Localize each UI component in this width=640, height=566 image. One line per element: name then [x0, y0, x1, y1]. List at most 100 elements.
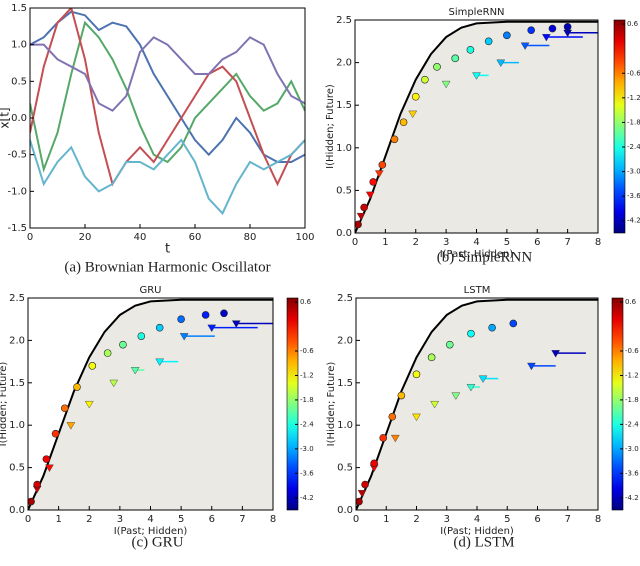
- circle-point: [466, 46, 475, 54]
- colorbar-tick-label: -0.6: [627, 69, 640, 77]
- triangle-point: [109, 379, 119, 388]
- x-tick-label: 6: [534, 514, 540, 525]
- axes-frame: [355, 297, 599, 511]
- y-tick-label: 1.5: [11, 3, 27, 14]
- triangle-point: [542, 34, 551, 42]
- triangle-point: [496, 59, 506, 67]
- bound-area: [28, 299, 273, 510]
- plot-area: [28, 298, 273, 510]
- circle-point: [451, 54, 460, 63]
- y-tick-label: 1.0: [11, 40, 27, 51]
- circle-point: [427, 353, 436, 362]
- circle-point: [379, 434, 388, 442]
- colorbar-tick-label: -4.2: [627, 217, 640, 225]
- circle-point: [28, 497, 35, 506]
- y-tick-label: 0.5: [337, 463, 353, 474]
- circle-point: [355, 220, 362, 229]
- x-tick-label: 4: [147, 514, 153, 525]
- triangle-point: [155, 358, 165, 366]
- circle-point: [88, 362, 97, 370]
- triangle-point: [466, 384, 476, 392]
- triangle-point: [365, 191, 375, 200]
- caption: (b) SimpleRNN: [437, 249, 533, 265]
- triangle-point: [390, 434, 400, 443]
- x-tick-label: 7: [239, 514, 245, 525]
- y-tick-label: 0.0: [9, 505, 25, 516]
- circle-point: [445, 340, 454, 349]
- y-tick-label: 1.0: [337, 420, 353, 431]
- plot-area: [30, 8, 305, 228]
- chart-title: SimpleRNN: [448, 7, 504, 18]
- circle-point: [119, 340, 127, 349]
- circle-point: [356, 497, 363, 506]
- y-tick-label: 2.5: [9, 293, 25, 304]
- y-axis-label: I(Hidden; Future): [325, 84, 336, 169]
- x-tick-label: 3: [443, 237, 449, 248]
- triangle-point: [478, 375, 488, 383]
- circle-point: [60, 404, 69, 413]
- circle-point: [137, 332, 146, 340]
- circle-point: [563, 23, 572, 31]
- colorbar-tick-label: 0.6: [627, 20, 639, 28]
- x-tick-label: 1: [55, 514, 61, 525]
- caption: (a) Brownian Harmonic Oscillator: [64, 259, 270, 275]
- x-tick-label: 8: [270, 514, 276, 525]
- colorbar-tick-label: -2.4: [300, 420, 314, 428]
- x-axis-label: I(Past; Hidden): [440, 526, 514, 537]
- circle-point: [390, 135, 399, 144]
- circle-point: [548, 24, 557, 33]
- x-axis-label: I(Past; Hidden): [114, 526, 188, 537]
- triangle-point: [357, 490, 367, 498]
- colorbar-tick-label: -1.8: [625, 396, 639, 404]
- colorbar-tick-label: -1.2: [627, 94, 640, 102]
- y-axis-label: I(Hidden; Future): [0, 362, 9, 447]
- triangle-point: [472, 72, 481, 80]
- colorbar: [613, 19, 626, 234]
- colorbar-tick-label: -1.8: [300, 396, 314, 404]
- x-tick-label: 40: [134, 232, 147, 243]
- colorbar-tick-label: -3.6: [627, 192, 640, 200]
- x-tick-label: 3: [444, 514, 450, 525]
- x-tick-label: 0: [353, 514, 359, 525]
- circle-point: [433, 63, 441, 71]
- bound-area: [356, 299, 598, 510]
- x-tick-label: 2: [413, 237, 419, 248]
- colorbar-tick-label: -3.0: [300, 445, 314, 453]
- x-tick-label: 100: [295, 232, 314, 243]
- circle-point: [51, 429, 60, 438]
- axes-frame: [29, 7, 306, 229]
- circle-point: [509, 319, 518, 328]
- x-tick-label: 1: [382, 237, 388, 248]
- triangle-point: [408, 110, 418, 119]
- x-tick-label: 2: [413, 514, 419, 525]
- triangle-point: [527, 362, 536, 371]
- x-axis-label: I(Past; Hidden): [440, 249, 514, 260]
- y-tick-label: 2.0: [336, 58, 352, 69]
- chart-title: GRU: [139, 285, 161, 296]
- y-tick-label: 1.0: [9, 420, 25, 431]
- x-tick-label: 20: [79, 232, 92, 243]
- triangle-point: [207, 324, 217, 333]
- line-series: [30, 138, 305, 216]
- bound-area: [355, 21, 598, 233]
- circle-point: [503, 31, 511, 40]
- x-tick-label: 0: [27, 232, 33, 243]
- colorbar-tick-label: -0.6: [625, 347, 639, 355]
- triangle-point: [374, 170, 384, 178]
- triangle-point: [520, 42, 530, 50]
- colorbar: [286, 297, 299, 511]
- triangle-point: [441, 80, 451, 89]
- colorbar-tick-label: -1.8: [627, 118, 640, 126]
- y-tick-label: 0.0: [336, 228, 352, 239]
- x-tick-label: 1: [383, 514, 389, 525]
- circle-point: [527, 26, 535, 35]
- circle-point: [42, 455, 51, 463]
- triangle-point: [66, 422, 76, 430]
- triangle-point: [84, 401, 94, 409]
- x-tick-label: 6: [209, 514, 215, 525]
- y-tick-label: -1.0: [7, 186, 27, 197]
- colorbar-tick-label: -4.2: [625, 494, 639, 502]
- axes-frame: [27, 297, 274, 511]
- x-tick-label: 8: [595, 237, 601, 248]
- line-series: [30, 10, 305, 163]
